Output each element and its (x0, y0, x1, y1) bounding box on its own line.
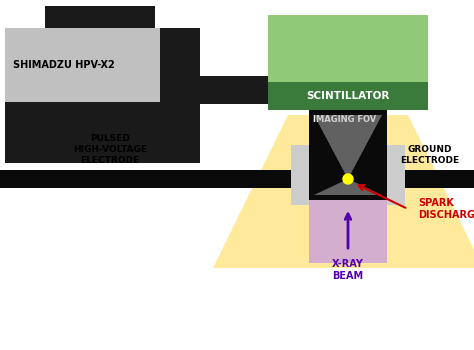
FancyBboxPatch shape (5, 28, 200, 163)
Polygon shape (314, 179, 382, 195)
FancyBboxPatch shape (200, 76, 270, 104)
FancyBboxPatch shape (5, 28, 160, 102)
FancyBboxPatch shape (309, 188, 387, 263)
Text: X-RAY
BEAM: X-RAY BEAM (332, 259, 364, 281)
Text: IMAGING FOV: IMAGING FOV (313, 115, 376, 124)
Text: GROUND
ELECTRODE: GROUND ELECTRODE (401, 145, 460, 165)
Polygon shape (314, 115, 382, 179)
FancyBboxPatch shape (387, 145, 405, 205)
FancyBboxPatch shape (291, 145, 309, 205)
FancyBboxPatch shape (45, 6, 155, 28)
Text: PULSED
HIGH-VOLTAGE
ELECTRODE: PULSED HIGH-VOLTAGE ELECTRODE (73, 134, 147, 165)
FancyBboxPatch shape (309, 110, 387, 170)
Text: TARGET: TARGET (325, 155, 371, 165)
Text: SHIMADZU HPV-X2: SHIMADZU HPV-X2 (13, 60, 115, 70)
Text: SCINTILLATOR: SCINTILLATOR (306, 91, 390, 101)
Text: SPARK
DISCHARGE: SPARK DISCHARGE (418, 198, 474, 220)
FancyBboxPatch shape (268, 15, 428, 110)
FancyBboxPatch shape (309, 110, 387, 200)
FancyBboxPatch shape (268, 82, 428, 110)
FancyBboxPatch shape (0, 170, 474, 188)
Polygon shape (213, 115, 474, 268)
Circle shape (343, 174, 353, 184)
Polygon shape (5, 28, 160, 102)
